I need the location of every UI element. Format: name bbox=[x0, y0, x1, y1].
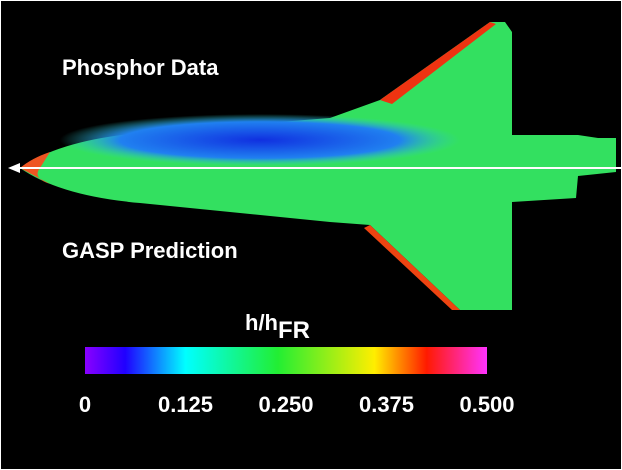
colorbar bbox=[85, 347, 487, 374]
label-top: Phosphor Data bbox=[62, 55, 219, 80]
hot-edge bbox=[380, 22, 496, 104]
colorbar-tick-label: 0 bbox=[79, 392, 91, 417]
colorbar-tick-label: 0.250 bbox=[258, 392, 313, 417]
shuttle bbox=[20, 22, 616, 310]
label-bottom: GASP Prediction bbox=[62, 238, 238, 263]
colorbar-tick-label: 0.125 bbox=[158, 392, 213, 417]
colorbar-title-sub: FR bbox=[278, 317, 310, 344]
colorbar-tick-label: 0.375 bbox=[359, 392, 414, 417]
colorbar-tick-label: 0.500 bbox=[459, 392, 514, 417]
cool-region bbox=[60, 114, 460, 166]
arrowhead bbox=[8, 163, 20, 173]
colorbar-title-main: h/h bbox=[245, 310, 278, 335]
colorbar-title: h/hFR bbox=[245, 310, 310, 344]
hot-edge bbox=[364, 225, 460, 310]
lower-half bbox=[20, 168, 616, 310]
